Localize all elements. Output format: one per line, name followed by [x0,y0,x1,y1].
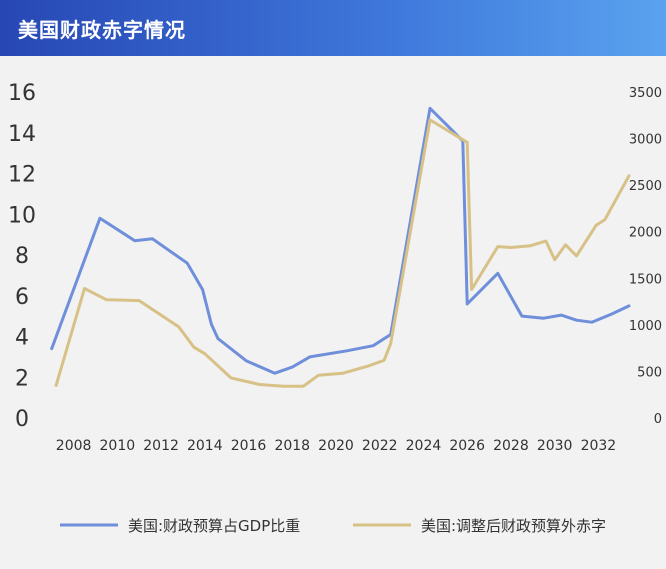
y-left-axis: 0 2 4 6 8 10 12 14 16 [8,81,36,432]
y-right-tick-label: 500 [637,365,662,380]
y-left-tick-label: 10 [8,203,36,228]
series-line-gdp-ratio [50,106,631,375]
x-tick-label: 2028 [493,438,529,454]
y-right-axis: 0 500 1000 1500 2000 2500 3000 3500 [629,86,662,427]
x-tick-label: 2016 [231,438,267,454]
x-tick-label: 2030 [537,438,573,454]
x-tick-label: 2012 [143,438,179,454]
y-right-tick-label: 3500 [629,86,662,101]
line-chart: 0 2 4 6 8 10 12 14 16 0 500 1000 1500 2000 2500 3000 35… [8,81,662,535]
y-left-tick-label: 8 [15,244,29,269]
x-tick-label: 2014 [187,438,223,454]
x-tick-label: 2010 [100,438,136,454]
series-lines [50,106,631,388]
y-left-tick-label: 16 [8,81,36,106]
x-tick-label: 2020 [318,438,354,454]
x-tick-label: 2026 [449,438,485,454]
y-left-tick-label: 6 [15,285,29,310]
legend: 美国:财政预算占GDP比重 美国:调整后财政预算外赤字 [60,517,606,535]
legend-label-gdp-ratio: 美国:财政预算占GDP比重 [128,517,300,535]
x-tick-label: 2008 [56,438,92,454]
chart-title: 美国财政赤字情况 [18,18,186,42]
y-right-tick-label: 1000 [629,319,662,334]
y-left-tick-label: 14 [8,122,36,147]
chart-header: 美国财政赤字情况 [0,0,666,56]
y-right-tick-label: 1500 [629,272,662,287]
y-right-tick-label: 2000 [629,226,662,241]
y-left-tick-label: 2 [15,366,29,391]
y-right-tick-label: 2500 [629,179,662,194]
x-tick-label: 2018 [274,438,310,454]
y-left-tick-label: 0 [15,407,29,432]
x-axis: 2008 2010 2012 2014 2016 2018 2020 2022 2024 2026… [56,438,616,454]
y-left-tick-label: 12 [8,163,36,188]
x-tick-label: 2032 [581,438,617,454]
x-tick-label: 2024 [406,438,442,454]
y-right-tick-label: 3000 [629,133,662,148]
series-line-adjusted-deficit [54,118,631,388]
x-tick-label: 2022 [362,438,398,454]
chart-area: 0 2 4 6 8 10 12 14 16 0 500 1000 1500 2000 2500 3000 35… [0,56,666,565]
y-left-tick-label: 4 [15,326,29,351]
legend-label-adjusted-deficit: 美国:调整后财政预算外赤字 [421,517,606,535]
y-right-tick-label: 0 [654,412,662,427]
